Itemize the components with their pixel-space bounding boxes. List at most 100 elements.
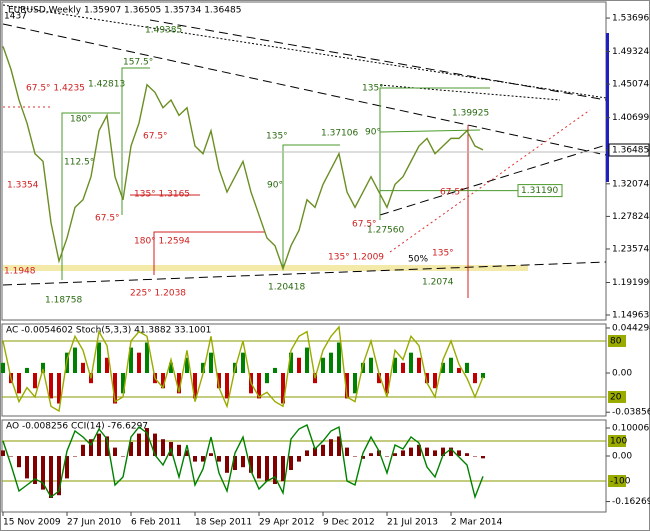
level-box bbox=[608, 390, 626, 403]
annotation: 1.2074 bbox=[422, 278, 454, 288]
x-tick-label: 15 Nov 2009 bbox=[3, 518, 61, 528]
histogram-bar bbox=[201, 362, 205, 373]
y-tick-label: 1.40699 bbox=[612, 113, 649, 123]
y-tick-label: 1.45074 bbox=[612, 80, 649, 90]
histogram-bar bbox=[417, 357, 421, 373]
annotation: 135° 1.3165 bbox=[134, 190, 190, 200]
histogram-bar bbox=[41, 362, 45, 373]
annotation: 67.5° 1.4235 bbox=[26, 84, 85, 94]
histogram-bar bbox=[241, 352, 245, 373]
histogram-bar bbox=[105, 357, 109, 373]
histogram-bar bbox=[393, 453, 397, 457]
annotation: 90° bbox=[365, 128, 381, 138]
histogram-bar bbox=[161, 439, 165, 457]
scroll-bar bbox=[606, 33, 609, 182]
histogram-bar bbox=[137, 352, 141, 373]
annotation: 1437 bbox=[4, 12, 27, 22]
histogram-bar bbox=[329, 439, 333, 457]
series-line bbox=[2, 46, 484, 271]
y-tick-label: -0.162695 bbox=[612, 497, 650, 507]
annotation: 1.20418 bbox=[268, 283, 305, 293]
histogram-bar bbox=[209, 352, 213, 373]
y-tick-label: 0.00 bbox=[612, 368, 632, 378]
level-box bbox=[517, 184, 563, 198]
x-tick-label: 21 Jul 2013 bbox=[387, 518, 438, 528]
histogram-bar bbox=[185, 357, 189, 373]
histogram-bar bbox=[457, 367, 461, 373]
series-line bbox=[2, 424, 484, 500]
annotation: 225° 1.2038 bbox=[130, 289, 186, 299]
y-tick-label: -0.038569 bbox=[612, 408, 650, 418]
histogram-bar bbox=[337, 342, 341, 373]
histogram-bar bbox=[425, 372, 429, 384]
angle-boxes bbox=[61, 67, 490, 280]
histogram-bar bbox=[225, 372, 229, 399]
annotation: 135° bbox=[362, 84, 384, 94]
histogram-bar bbox=[345, 372, 349, 399]
annotation: 135° bbox=[432, 249, 454, 259]
histogram-bar bbox=[9, 456, 13, 457]
y-tick-label: 0.100061 bbox=[612, 423, 650, 433]
level-label: -100 bbox=[610, 477, 631, 487]
annotation: 157.5° bbox=[123, 58, 153, 68]
histogram-bar bbox=[225, 456, 229, 473]
histogram-bar bbox=[49, 456, 53, 499]
histogram-bar bbox=[321, 357, 325, 373]
histogram-bar bbox=[177, 372, 181, 394]
histogram-bar bbox=[465, 362, 469, 373]
dotted-lines bbox=[2, 4, 607, 101]
ac-title: AC -0.0054602 Stoch(5,3,3) 41.3882 33.10… bbox=[6, 326, 211, 336]
histogram-bar bbox=[305, 450, 309, 457]
y-tick-label: 1.27824 bbox=[612, 212, 649, 222]
histogram-bar bbox=[193, 372, 197, 399]
level-box bbox=[608, 475, 626, 487]
histogram-bar bbox=[417, 444, 421, 457]
angle-lines bbox=[130, 125, 469, 298]
histogram-bar bbox=[401, 450, 405, 457]
histogram-bar bbox=[289, 352, 293, 373]
histogram-bar bbox=[473, 456, 477, 457]
histogram-bar bbox=[169, 362, 173, 373]
histogram-bar bbox=[33, 456, 37, 485]
y-tick-label: 0.044294 bbox=[612, 323, 650, 333]
main-title: EURUSD,Weekly 1.35907 1.36505 1.35734 1.… bbox=[8, 6, 241, 16]
histogram-bar bbox=[321, 444, 325, 457]
histogram-bar bbox=[57, 456, 61, 496]
histogram-bar bbox=[305, 347, 309, 373]
histogram-bar bbox=[193, 456, 197, 462]
histogram-bar bbox=[121, 456, 125, 457]
histogram-bar bbox=[129, 347, 133, 373]
y-tick-label: 1.14963 bbox=[612, 310, 649, 320]
histogram-bar bbox=[273, 456, 277, 485]
histogram-bar bbox=[129, 442, 133, 457]
histogram-bar bbox=[353, 372, 357, 394]
histogram-bar bbox=[361, 456, 365, 459]
histogram-bar bbox=[73, 456, 77, 457]
histogram-bar bbox=[289, 456, 293, 471]
histogram-bar bbox=[17, 456, 21, 468]
histogram-bar bbox=[281, 372, 285, 404]
histogram-bar bbox=[113, 372, 117, 404]
annotation: 180° 1.2594 bbox=[134, 237, 190, 247]
histogram-bar bbox=[385, 456, 389, 457]
histogram-bar bbox=[297, 456, 301, 462]
histogram-bar bbox=[249, 456, 253, 473]
histogram-bar bbox=[153, 433, 157, 457]
histogram-bar bbox=[281, 456, 285, 482]
histogram-bar bbox=[65, 456, 69, 479]
level-label: 80 bbox=[610, 336, 622, 346]
histogram-bar bbox=[81, 362, 85, 373]
histogram-bar bbox=[433, 372, 437, 389]
ao-title: AO -0.008256 CCI(14) -76.6297 bbox=[6, 422, 148, 432]
annotation: 50% bbox=[408, 255, 428, 265]
histogram-bar bbox=[233, 456, 237, 471]
support-band bbox=[3, 265, 528, 271]
histogram-bar bbox=[449, 357, 453, 373]
y-tick-label: 1.19199 bbox=[612, 278, 649, 288]
histogram-bar bbox=[393, 357, 397, 373]
annotation: 1.42813 bbox=[88, 80, 125, 90]
x-tick-label: 9 Dec 2012 bbox=[323, 518, 375, 528]
annotation: 67.5° bbox=[440, 188, 465, 198]
histogram-bar bbox=[161, 372, 165, 389]
